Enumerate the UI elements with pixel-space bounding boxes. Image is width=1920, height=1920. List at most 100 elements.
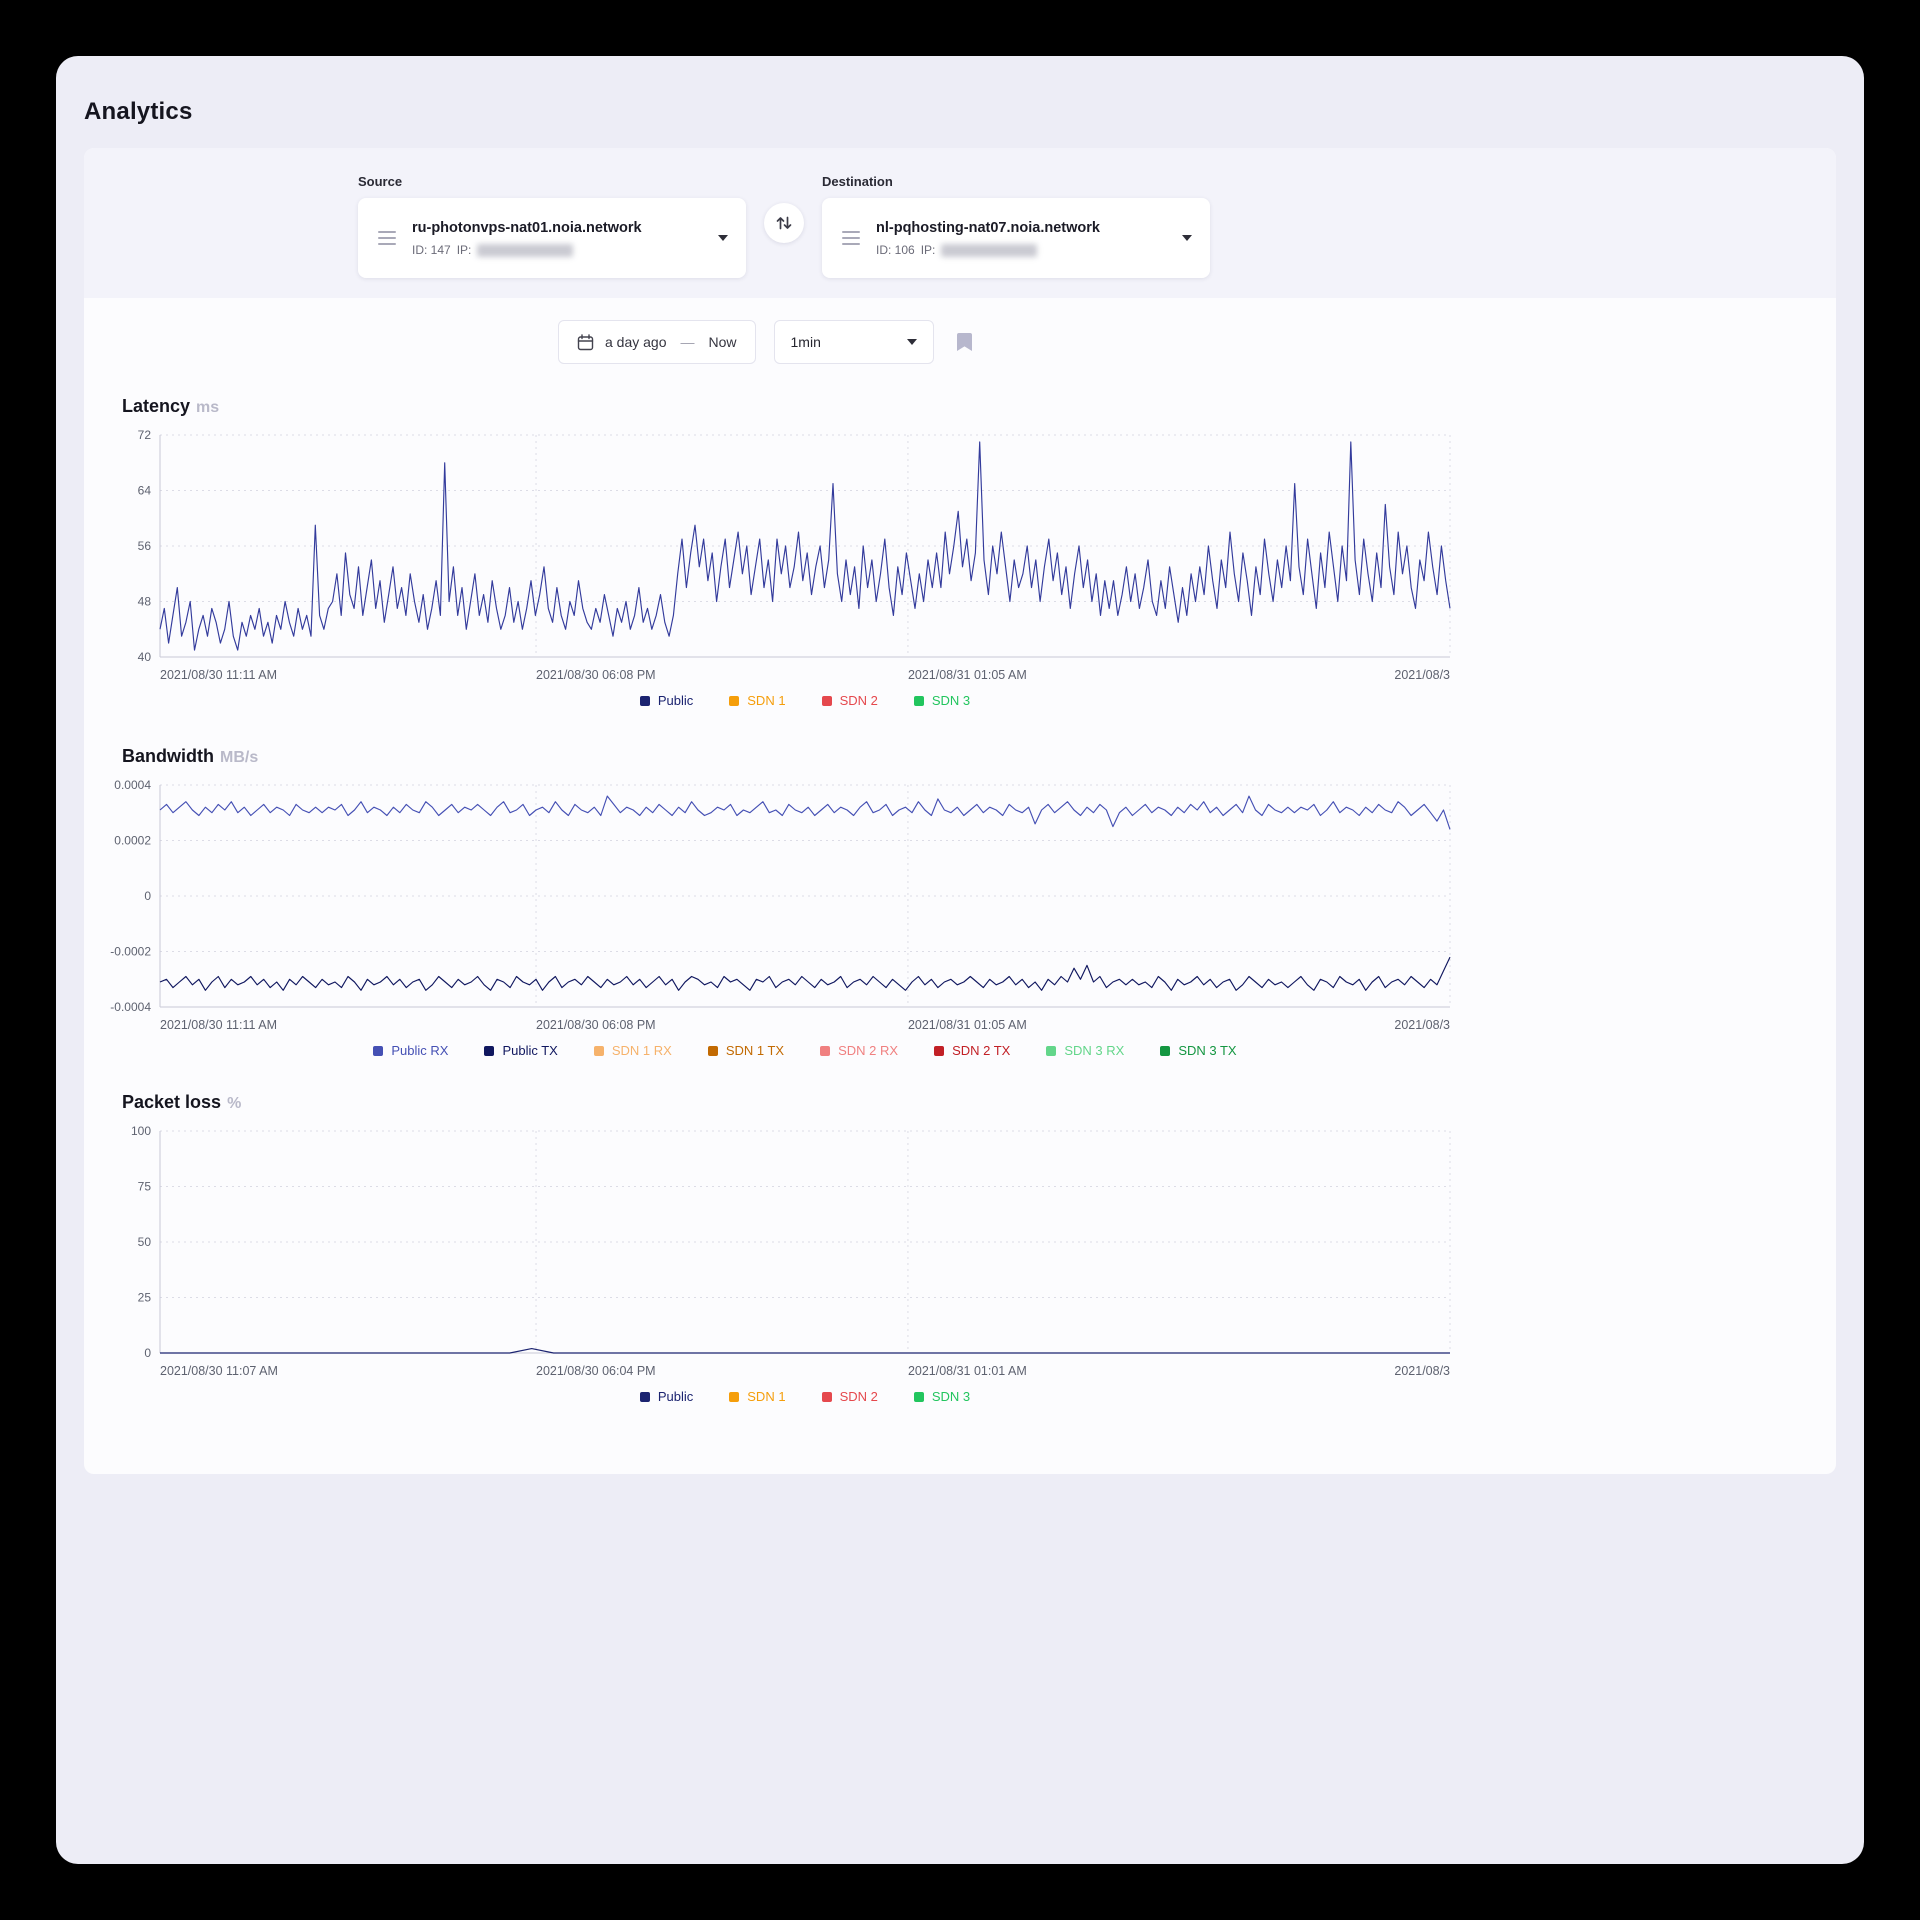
legend-item-sdn-1[interactable]: SDN 1 — [729, 1389, 786, 1404]
svg-text:2021/08/3: 2021/08/3 — [1394, 668, 1450, 682]
bandwidth-chart: 0.0004 0.0002 0 -0.0002 -0.0004 2021/08/30 11… — [84, 773, 1836, 1035]
destination-select[interactable]: nl-pqhosting-nat07.noia.network ID: 106 … — [822, 198, 1210, 278]
svg-text:0.0002: 0.0002 — [114, 834, 151, 848]
legend-item-sdn-3[interactable]: SDN 3 — [913, 1389, 971, 1404]
legend-item-sdn-2-tx[interactable]: SDN 2 TX — [934, 1043, 1010, 1058]
packet-loss-section: Packet loss% 100 75 50 25 0 2021/08/30 11:07 … — [84, 1092, 1836, 1404]
legend-swatch — [913, 1391, 924, 1402]
page-title: Analytics — [84, 98, 193, 125]
legend-label: SDN 2 — [839, 693, 878, 708]
svg-text:2021/08/30 06:04 PM: 2021/08/30 06:04 PM — [536, 1364, 656, 1378]
svg-text:-0.0004: -0.0004 — [110, 1000, 151, 1014]
packet-loss-legend: Public SDN 1 SDN 2 SDN 3 — [84, 1389, 1526, 1404]
legend-label: SDN 2 TX — [952, 1043, 1011, 1058]
legend-label: SDN 1 — [747, 1389, 786, 1404]
range-from: a day ago — [605, 334, 667, 350]
legend-swatch — [639, 1391, 650, 1402]
svg-text:50: 50 — [138, 1235, 152, 1249]
svg-text:2021/08/3: 2021/08/3 — [1394, 1018, 1450, 1032]
legend-swatch — [1160, 1045, 1171, 1056]
svg-text:25: 25 — [138, 1291, 152, 1305]
legend-label: SDN 3 — [931, 693, 971, 708]
legend-label: Public TX — [502, 1043, 558, 1058]
legend-swatch — [729, 695, 740, 706]
date-range-picker[interactable]: a day ago — Now — [558, 320, 756, 364]
latency-chart: 72 64 56 48 40 2021/08/30 11:11 AM 2021/08/30 … — [84, 423, 1836, 685]
svg-text:72: 72 — [138, 428, 152, 442]
endpoint-selector-bar: Source ru-photonvps-nat01.noia.network I… — [84, 148, 1836, 298]
legend-label: Public RX — [391, 1043, 449, 1058]
svg-text:64: 64 — [138, 484, 152, 498]
bandwidth-legend: Public RX Public TX SDN 1 RX SDN 1 TX SDN 2 … — [84, 1043, 1526, 1058]
interval-select[interactable]: 1min — [773, 320, 934, 364]
destination-node-name: nl-pqhosting-nat07.noia.network — [876, 220, 1100, 236]
legend-item-public-tx[interactable]: Public TX — [484, 1043, 558, 1058]
legend-item-public-rx[interactable]: Public RX — [373, 1043, 448, 1058]
legend-swatch — [484, 1045, 495, 1056]
legend-label: SDN 3 TX — [1178, 1043, 1237, 1058]
destination-node-meta: ID: 106 IP: — [876, 243, 1170, 257]
swap-endpoints-button[interactable] — [764, 203, 804, 243]
svg-text:2021/08/31 01:05 AM: 2021/08/31 01:05 AM — [908, 1018, 1027, 1032]
drag-handle-icon — [842, 227, 860, 249]
legend-label: SDN 1 — [747, 693, 786, 708]
packet-loss-title: Packet loss% — [122, 1092, 242, 1112]
range-to: Now — [708, 334, 737, 350]
legend-item-sdn-2[interactable]: SDN 2 — [821, 1389, 878, 1404]
interval-value: 1min — [790, 334, 821, 350]
svg-text:-0.0002: -0.0002 — [110, 945, 151, 959]
svg-text:0.0004: 0.0004 — [114, 778, 151, 792]
analytics-panel: Source ru-photonvps-nat01.noia.network I… — [84, 148, 1836, 1474]
legend-item-sdn-2[interactable]: SDN 2 — [821, 693, 878, 708]
legend-swatch — [934, 1045, 945, 1056]
latency-legend: Public SDN 1 SDN 2 SDN 3 — [84, 693, 1526, 708]
legend-item-public[interactable]: Public — [639, 693, 693, 708]
legend-swatch — [820, 1045, 831, 1056]
time-controls-row: a day ago — Now 1min — [558, 320, 1836, 364]
legend-label: SDN 1 RX — [611, 1043, 672, 1058]
legend-swatch — [821, 695, 832, 706]
svg-text:2021/08/30 11:11 AM: 2021/08/30 11:11 AM — [160, 668, 277, 682]
svg-text:0: 0 — [144, 889, 151, 903]
bandwidth-title: Bandwidth MB/s — [122, 746, 259, 766]
bookmark-button[interactable] — [956, 332, 973, 352]
legend-swatch — [593, 1045, 604, 1056]
packet-loss-chart: 100 75 50 25 0 2021/08/30 11:07 AM 2021/08/30 … — [84, 1119, 1836, 1381]
legend-swatch — [913, 695, 924, 706]
source-node-name: ru-photonvps-nat01.noia.network — [412, 220, 642, 236]
chevron-down-icon — [718, 235, 728, 241]
legend-item-sdn-3-tx[interactable]: SDN 3 TX — [1160, 1043, 1237, 1058]
legend-item-sdn-3-rx[interactable]: SDN 3 RX — [1046, 1043, 1124, 1058]
source-node-meta: ID: 147 IP: — [412, 243, 706, 257]
source-label: Source — [358, 174, 403, 189]
svg-text:0: 0 — [144, 1346, 151, 1360]
legend-item-sdn-2-rx[interactable]: SDN 2 RX — [820, 1043, 898, 1058]
svg-text:100: 100 — [131, 1124, 151, 1138]
svg-text:2021/08/30 06:08 PM: 2021/08/30 06:08 PM — [536, 668, 656, 682]
bandwidth-section: Bandwidth MB/s 0.0004 0.0002 0 -0.0002 -0.000… — [84, 746, 1836, 1058]
legend-item-sdn-1[interactable]: SDN 1 — [729, 693, 786, 708]
legend-label: SDN 3 RX — [1064, 1043, 1125, 1058]
legend-swatch — [639, 695, 650, 706]
svg-text:48: 48 — [138, 595, 152, 609]
svg-text:40: 40 — [138, 650, 152, 664]
svg-text:56: 56 — [138, 539, 152, 553]
legend-item-sdn-3[interactable]: SDN 3 — [913, 693, 971, 708]
legend-label: SDN 2 — [839, 1389, 878, 1404]
legend-item-public[interactable]: Public — [639, 1389, 693, 1404]
svg-text:2021/08/30 06:08 PM: 2021/08/30 06:08 PM — [536, 1018, 656, 1032]
blurred-ip — [941, 243, 1038, 257]
chevron-down-icon — [1182, 235, 1192, 241]
legend-label: SDN 1 TX — [725, 1043, 785, 1058]
legend-item-sdn-1-rx[interactable]: SDN 1 RX — [593, 1043, 672, 1058]
legend-item-sdn-1-tx[interactable]: SDN 1 TX — [707, 1043, 785, 1058]
bookmark-icon — [956, 333, 972, 351]
legend-label: SDN 3 — [931, 1389, 971, 1404]
svg-text:2021/08/3: 2021/08/3 — [1394, 1364, 1450, 1378]
calendar-icon — [577, 333, 594, 350]
svg-text:2021/08/31 01:01 AM: 2021/08/31 01:01 AM — [908, 1364, 1027, 1378]
svg-text:2021/08/30 11:11 AM: 2021/08/30 11:11 AM — [160, 1018, 277, 1032]
destination-label: Destination — [822, 174, 893, 189]
source-select[interactable]: ru-photonvps-nat01.noia.network ID: 147 … — [358, 198, 746, 278]
range-dash: — — [680, 334, 695, 350]
